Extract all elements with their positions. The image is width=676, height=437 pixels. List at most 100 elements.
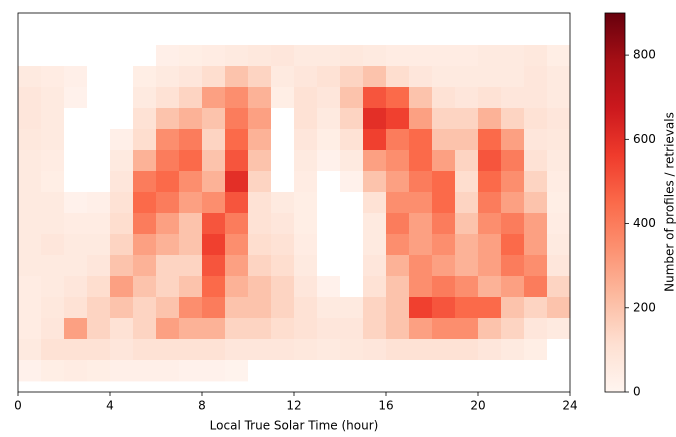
heatmap-cell: [409, 360, 433, 382]
heatmap-cell: [317, 339, 341, 361]
heatmap-cell: [271, 108, 295, 130]
heatmap-cell: [202, 360, 226, 382]
heatmap-cell: [455, 255, 479, 277]
heatmap-cell: [363, 213, 387, 235]
heatmap-cell: [179, 66, 203, 88]
heatmap-cell: [133, 255, 157, 277]
heatmap-cell: [41, 108, 65, 130]
heatmap-cell: [18, 213, 42, 235]
heatmap-cell: [340, 129, 364, 151]
heatmap-cell: [524, 234, 548, 256]
heatmap-cell: [248, 297, 272, 319]
heatmap-cell: [18, 108, 42, 130]
heatmap-cell: [524, 171, 548, 193]
heatmap-cell: [87, 192, 111, 214]
heatmap-cell: [225, 339, 249, 361]
heatmap-cell: [41, 171, 65, 193]
heatmap-cell: [363, 66, 387, 88]
heatmap-cell: [87, 108, 111, 130]
heatmap-cell: [317, 45, 341, 67]
heatmap-cell: [225, 297, 249, 319]
heatmap-cell: [478, 150, 502, 172]
heatmap-cell: [317, 318, 341, 340]
heatmap-cell: [547, 297, 571, 319]
heatmap-cell: [386, 129, 410, 151]
heatmap-cell: [156, 108, 180, 130]
heatmap-cell: [317, 276, 341, 298]
heatmap-cell: [547, 213, 571, 235]
heatmap-cell: [386, 234, 410, 256]
heatmap-cell: [478, 66, 502, 88]
heatmap-cell: [64, 108, 88, 130]
heatmap-cell: [18, 192, 42, 214]
heatmap-cell: [294, 171, 318, 193]
heatmap-cell: [409, 150, 433, 172]
heatmap-cell: [478, 108, 502, 130]
heatmap-cell: [64, 318, 88, 340]
heatmap-cell: [133, 108, 157, 130]
heatmap-cell: [478, 171, 502, 193]
heatmap-cell: [340, 360, 364, 382]
heatmap-cell: [64, 129, 88, 151]
heatmap-cell: [41, 87, 65, 109]
heatmap-cell: [110, 150, 134, 172]
heatmap-cell: [501, 150, 525, 172]
heatmap-cell: [432, 339, 456, 361]
heatmap-cell: [524, 192, 548, 214]
heatmap-cell: [248, 45, 272, 67]
heatmap-cell: [156, 213, 180, 235]
heatmap-cell: [317, 108, 341, 130]
heatmap-cell: [202, 213, 226, 235]
heatmap-cell: [133, 213, 157, 235]
heatmap-cell: [501, 318, 525, 340]
heatmap-cell: [41, 339, 65, 361]
heatmap-cell: [156, 339, 180, 361]
heatmap-cell: [409, 213, 433, 235]
heatmap-cell: [547, 66, 571, 88]
heatmap-cell: [363, 297, 387, 319]
heatmap-cell: [501, 339, 525, 361]
heatmap-cell: [524, 213, 548, 235]
heatmap-cell: [248, 192, 272, 214]
heatmap-cell: [386, 276, 410, 298]
heatmap-cell: [363, 87, 387, 109]
heatmap-cell: [386, 87, 410, 109]
heatmap-cell: [202, 276, 226, 298]
heatmap-cell: [317, 66, 341, 88]
heatmap-cell: [432, 45, 456, 67]
heatmap-cell: [156, 360, 180, 382]
heatmap-cell: [41, 276, 65, 298]
heatmap-cell: [363, 276, 387, 298]
heatmap-cell: [524, 297, 548, 319]
heatmap-cell: [409, 45, 433, 67]
heatmap-cell: [87, 45, 111, 67]
heatmap-cell: [363, 150, 387, 172]
heatmap-cell: [340, 255, 364, 277]
heatmap-cell: [64, 213, 88, 235]
heatmap-cell: [478, 255, 502, 277]
heatmap-cell: [41, 297, 65, 319]
heatmap-cell: [386, 318, 410, 340]
heatmap-cell: [294, 108, 318, 130]
heatmap-cell: [409, 108, 433, 130]
heatmap-cell: [455, 87, 479, 109]
heatmap-cell: [294, 360, 318, 382]
heatmap-cell: [547, 108, 571, 130]
heatmap-cell: [294, 276, 318, 298]
heatmap-cell: [271, 66, 295, 88]
heatmap-cell: [317, 213, 341, 235]
heatmap-cell: [455, 171, 479, 193]
heatmap-cell: [501, 87, 525, 109]
heatmap-cell: [363, 192, 387, 214]
heatmap-cell: [133, 150, 157, 172]
heatmap-cell: [340, 87, 364, 109]
heatmap-cell: [202, 129, 226, 151]
heatmap-cell: [179, 129, 203, 151]
heatmap-cell: [455, 45, 479, 67]
heatmap-cell: [41, 129, 65, 151]
heatmap-cell: [87, 129, 111, 151]
heatmap-cell: [41, 255, 65, 277]
heatmap-cell: [87, 318, 111, 340]
heatmap-cell: [202, 255, 226, 277]
